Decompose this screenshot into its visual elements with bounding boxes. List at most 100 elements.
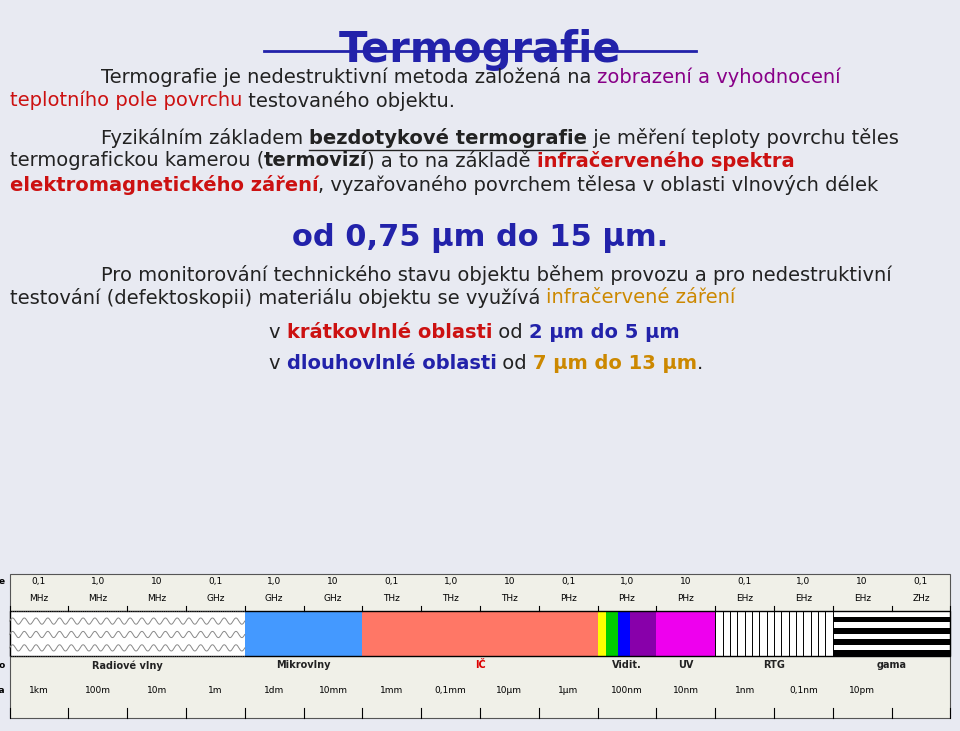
Text: 10m: 10m: [147, 686, 167, 695]
Text: GHz: GHz: [324, 594, 343, 603]
Text: GHz: GHz: [265, 594, 283, 603]
Text: teplotního pole povrchu: teplotního pole povrchu: [10, 91, 242, 110]
Text: 0,1mm: 0,1mm: [435, 686, 467, 695]
Text: THz: THz: [383, 594, 400, 603]
Bar: [10, 611, 950, 656]
Bar: [832, 639, 950, 645]
Text: Vidit.: Vidit.: [612, 660, 642, 670]
Text: elektromagnetického záření: elektromagnetického záření: [10, 175, 318, 194]
Text: 0,1: 0,1: [385, 577, 399, 586]
Text: 100nm: 100nm: [612, 686, 643, 695]
Text: MHz: MHz: [88, 594, 108, 603]
Text: 10: 10: [504, 577, 516, 586]
Text: zobrazení a vyhodnocení: zobrazení a vyhodnocení: [597, 67, 841, 87]
Text: 0,1nm: 0,1nm: [789, 686, 818, 695]
Text: termovizí: termovizí: [264, 151, 368, 170]
Text: bezdotykové termografie: bezdotykové termografie: [309, 128, 588, 148]
Text: THz: THz: [501, 594, 517, 603]
Bar: [832, 617, 950, 622]
Text: gama: gama: [876, 660, 906, 670]
Text: PHz: PHz: [560, 594, 577, 603]
Text: Pro monitorování technického stavu objektu během provozu a pro nedestruktivní: Pro monitorování technického stavu objek…: [101, 265, 892, 284]
Bar: [607, 611, 618, 656]
Text: testování (defektoskopii) materiálu objektu se využívá: testování (defektoskopii) materiálu obje…: [10, 288, 546, 308]
Text: 10pm: 10pm: [850, 686, 876, 695]
Text: 1m: 1m: [208, 686, 223, 695]
Text: 1,0: 1,0: [90, 577, 105, 586]
Text: 10μm: 10μm: [496, 686, 522, 695]
Text: 1km: 1km: [29, 686, 49, 695]
Bar: [630, 611, 657, 656]
Text: 10nm: 10nm: [673, 686, 699, 695]
Text: od: od: [496, 354, 534, 373]
Text: 0,1: 0,1: [561, 577, 575, 586]
Text: 2 μm do 5 μm: 2 μm do 5 μm: [529, 323, 680, 342]
Text: GHz: GHz: [206, 594, 225, 603]
Bar: [245, 611, 362, 656]
Text: IČ: IČ: [474, 660, 486, 670]
Text: v: v: [269, 323, 286, 342]
Bar: [715, 611, 832, 656]
Text: , vyzařovaného povrchem tělesa v oblasti vlnových délek: , vyzařovaného povrchem tělesa v oblasti…: [318, 175, 878, 194]
Bar: [832, 651, 950, 656]
Text: Radiové vlny: Radiové vlny: [92, 660, 162, 671]
Text: 1mm: 1mm: [380, 686, 403, 695]
Bar: [618, 611, 630, 656]
Text: termografickou kamerou (: termografickou kamerou (: [10, 151, 264, 170]
Text: Fyzikálním základem: Fyzikálním základem: [101, 128, 309, 148]
Text: MHz: MHz: [30, 594, 49, 603]
Text: Termografie: Termografie: [339, 29, 621, 71]
Text: od 0,75 μm do 15 μm.: od 0,75 μm do 15 μm.: [292, 223, 668, 253]
Text: Termografie je nedestruktivní metoda založená na: Termografie je nedestruktivní metoda zal…: [101, 67, 597, 87]
Text: 10mm: 10mm: [319, 686, 348, 695]
Bar: [10, 574, 950, 718]
Text: EHz: EHz: [853, 594, 871, 603]
Text: 7 μm do 13 μm: 7 μm do 13 μm: [534, 354, 697, 373]
Text: 0,1: 0,1: [32, 577, 46, 586]
Text: 10: 10: [680, 577, 691, 586]
Text: 0,1: 0,1: [914, 577, 928, 586]
Bar: [362, 611, 597, 656]
Text: 10: 10: [151, 577, 162, 586]
Text: 1dm: 1dm: [264, 686, 284, 695]
Bar: [657, 611, 715, 656]
Text: 0,1: 0,1: [208, 577, 223, 586]
Text: ZHz: ZHz: [912, 594, 930, 603]
Text: infračervené záření: infračervené záření: [546, 288, 735, 307]
Bar: [10, 611, 245, 656]
Text: v: v: [269, 354, 286, 373]
Text: krátkovlnlé oblasti: krátkovlnlé oblasti: [286, 323, 492, 342]
Text: infračerveného spektra: infračerveného spektra: [537, 151, 795, 171]
Text: 10: 10: [856, 577, 868, 586]
Text: UV: UV: [678, 660, 693, 670]
Text: 1nm: 1nm: [734, 686, 755, 695]
Text: EHz: EHz: [736, 594, 754, 603]
Bar: [832, 611, 950, 656]
Text: Vlnová délka: Vlnová délka: [0, 686, 5, 695]
Text: PHz: PHz: [678, 594, 694, 603]
Text: Frekvence: Frekvence: [0, 577, 5, 586]
Text: 10: 10: [327, 577, 339, 586]
Text: 100m: 100m: [84, 686, 110, 695]
Text: THz: THz: [443, 594, 459, 603]
Text: 1,0: 1,0: [796, 577, 810, 586]
Text: Mikrovlny: Mikrovlny: [276, 660, 331, 670]
Text: .: .: [697, 354, 704, 373]
Text: PHz: PHz: [618, 594, 636, 603]
Text: Vlnové pásmo: Vlnové pásmo: [0, 660, 5, 670]
Text: ) a to na základě: ) a to na základě: [368, 151, 537, 170]
Bar: [832, 628, 950, 634]
Text: 1,0: 1,0: [620, 577, 635, 586]
Bar: [597, 611, 607, 656]
Text: MHz: MHz: [147, 594, 166, 603]
Text: RTG: RTG: [763, 660, 785, 670]
Text: 0,1: 0,1: [737, 577, 752, 586]
Text: od: od: [492, 323, 529, 342]
Text: testovaného objektu.: testovaného objektu.: [242, 91, 455, 110]
Text: dlouhovlnlé oblasti: dlouhovlnlé oblasti: [286, 354, 496, 373]
Text: 1,0: 1,0: [267, 577, 281, 586]
Text: je měření teploty povrchu těles: je měření teploty povrchu těles: [588, 128, 900, 148]
Text: EHz: EHz: [795, 594, 812, 603]
Text: 1,0: 1,0: [444, 577, 458, 586]
Text: 1μm: 1μm: [558, 686, 578, 695]
